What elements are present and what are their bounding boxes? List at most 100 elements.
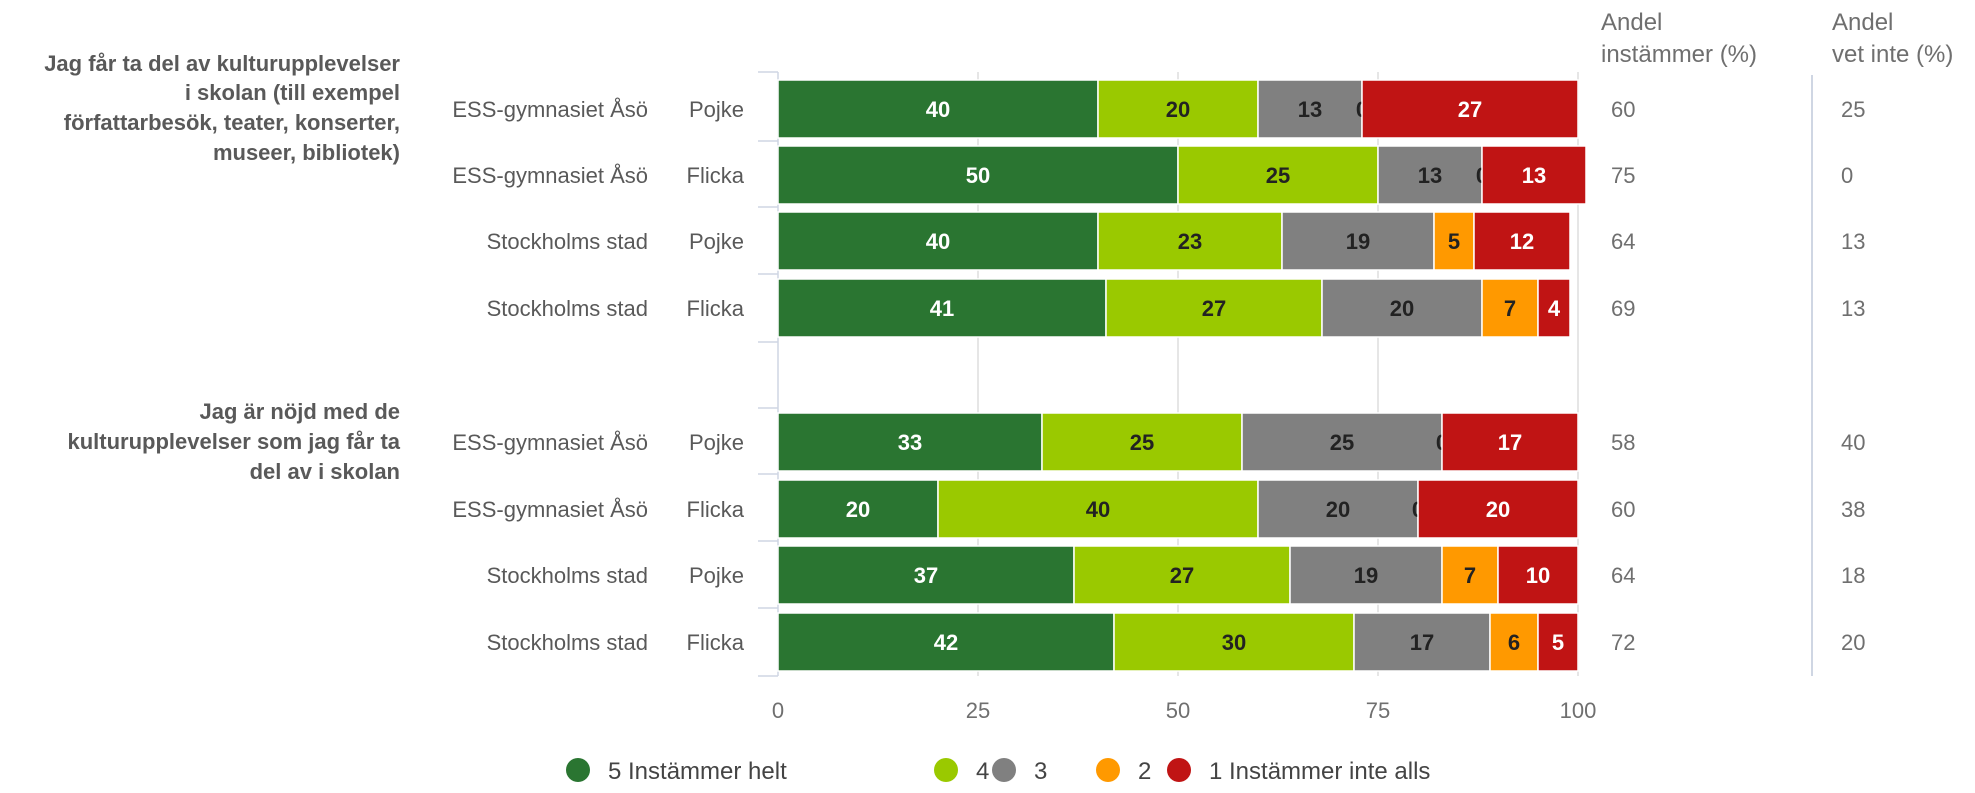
data-label: 19 bbox=[1346, 229, 1370, 254]
data-label: 37 bbox=[914, 563, 938, 588]
bar-segment bbox=[1177, 145, 1379, 205]
bar-segment bbox=[1289, 545, 1443, 605]
bar-segment bbox=[1537, 278, 1571, 338]
x-tick-label: 100 bbox=[1560, 698, 1597, 723]
data-label: 10 bbox=[1526, 563, 1550, 588]
data-label: 27 bbox=[1458, 97, 1482, 122]
question-label: Jag får ta del av kulturupplevelser bbox=[44, 51, 400, 76]
data-label: 5 bbox=[1552, 630, 1564, 655]
bar-segment bbox=[777, 278, 1107, 338]
bar-segment bbox=[1473, 211, 1571, 271]
bar-segment bbox=[1073, 545, 1291, 605]
andel-vet-inte-value: 0 bbox=[1841, 163, 1853, 188]
data-label: 33 bbox=[898, 430, 922, 455]
row-gender-label: Flicka bbox=[687, 163, 745, 188]
data-label: 20 bbox=[1326, 497, 1350, 522]
andel-instammer-value: 60 bbox=[1611, 497, 1635, 522]
question-label: del av i skolan bbox=[250, 459, 400, 484]
data-label: 12 bbox=[1510, 229, 1534, 254]
column-header: Andel bbox=[1832, 9, 1893, 36]
question-label: museer, bibliotek) bbox=[213, 140, 400, 165]
legend-label: 2 bbox=[1138, 758, 1151, 785]
row-school-label: Stockholms stad bbox=[487, 630, 648, 655]
data-label: 40 bbox=[1086, 497, 1110, 522]
data-label: 40 bbox=[926, 229, 950, 254]
bar-segment bbox=[777, 79, 1099, 139]
row-gender-label: Pojke bbox=[689, 563, 744, 588]
row-gender-label: Flicka bbox=[687, 630, 745, 655]
andel-vet-inte-value: 38 bbox=[1841, 497, 1865, 522]
legend-marker bbox=[1096, 758, 1120, 782]
data-label: 20 bbox=[1486, 497, 1510, 522]
andel-vet-inte-value: 13 bbox=[1841, 229, 1865, 254]
andel-instammer-value: 72 bbox=[1611, 630, 1635, 655]
row-gender-label: Pojke bbox=[689, 430, 744, 455]
column-header: vet inte (%) bbox=[1832, 41, 1953, 68]
row-school-label: Stockholms stad bbox=[487, 563, 648, 588]
bar-segment bbox=[777, 145, 1179, 205]
bar-segment bbox=[1481, 278, 1539, 338]
data-label: 13 bbox=[1522, 163, 1546, 188]
bar-segment bbox=[1489, 612, 1539, 672]
andel-instammer-value: 60 bbox=[1611, 97, 1635, 122]
data-label: 17 bbox=[1498, 430, 1522, 455]
data-label: 19 bbox=[1354, 563, 1378, 588]
andel-instammer-value: 64 bbox=[1611, 563, 1635, 588]
bar-segment bbox=[1321, 278, 1483, 338]
row-school-label: Stockholms stad bbox=[487, 296, 648, 321]
question-label: i skolan (till exempel bbox=[185, 80, 400, 105]
bar-segment bbox=[1041, 412, 1243, 472]
data-label: 7 bbox=[1464, 563, 1476, 588]
andel-instammer-value: 64 bbox=[1611, 229, 1635, 254]
andel-instammer-value: 75 bbox=[1611, 163, 1635, 188]
data-label: 25 bbox=[1266, 163, 1290, 188]
data-label: 27 bbox=[1170, 563, 1194, 588]
data-label: 13 bbox=[1298, 97, 1322, 122]
legend-marker bbox=[934, 758, 958, 782]
bar-segment bbox=[937, 479, 1259, 539]
data-label: 4 bbox=[1548, 296, 1561, 321]
question-label: kulturupplevelser som jag får ta bbox=[67, 429, 400, 454]
andel-vet-inte-value: 20 bbox=[1841, 630, 1865, 655]
andel-vet-inte-value: 25 bbox=[1841, 97, 1865, 122]
bar-segment bbox=[1441, 545, 1499, 605]
andel-vet-inte-value: 18 bbox=[1841, 563, 1865, 588]
bar-segment bbox=[1281, 211, 1435, 271]
data-label: 7 bbox=[1504, 296, 1516, 321]
row-school-label: ESS-gymnasiet Åsö bbox=[452, 430, 648, 455]
data-label: 27 bbox=[1202, 296, 1226, 321]
data-label: 20 bbox=[1390, 296, 1414, 321]
legend-label: 3 bbox=[1034, 758, 1047, 785]
row-gender-label: Flicka bbox=[687, 296, 745, 321]
andel-vet-inte-value: 40 bbox=[1841, 430, 1865, 455]
andel-instammer-value: 58 bbox=[1611, 430, 1635, 455]
bar-segment bbox=[777, 211, 1099, 271]
row-school-label: ESS-gymnasiet Åsö bbox=[452, 163, 648, 188]
legend-marker bbox=[566, 758, 590, 782]
bar-segment bbox=[1377, 145, 1483, 205]
data-label: 50 bbox=[966, 163, 990, 188]
row-gender-label: Pojke bbox=[689, 97, 744, 122]
data-label: 6 bbox=[1508, 630, 1520, 655]
legend-marker bbox=[992, 758, 1016, 782]
data-label: 5 bbox=[1448, 229, 1460, 254]
bar-segment bbox=[1257, 479, 1419, 539]
bar-segment bbox=[1097, 211, 1283, 271]
bar-segment bbox=[1441, 412, 1579, 472]
bar-segment bbox=[1361, 79, 1579, 139]
bar-segment bbox=[1097, 79, 1259, 139]
data-label: 40 bbox=[926, 97, 950, 122]
bar-segment bbox=[1257, 79, 1363, 139]
column-header: Andel bbox=[1601, 9, 1662, 36]
x-tick-label: 25 bbox=[966, 698, 990, 723]
row-gender-label: Flicka bbox=[687, 497, 745, 522]
bar-segment bbox=[1481, 145, 1587, 205]
question-label: författarbesök, teater, konserter, bbox=[64, 110, 400, 135]
question-label: Jag är nöjd med de bbox=[200, 399, 401, 424]
bar-segment bbox=[1433, 211, 1475, 271]
row-school-label: Stockholms stad bbox=[487, 229, 648, 254]
column-header: instämmer (%) bbox=[1601, 41, 1757, 68]
andel-instammer-value: 69 bbox=[1611, 296, 1635, 321]
